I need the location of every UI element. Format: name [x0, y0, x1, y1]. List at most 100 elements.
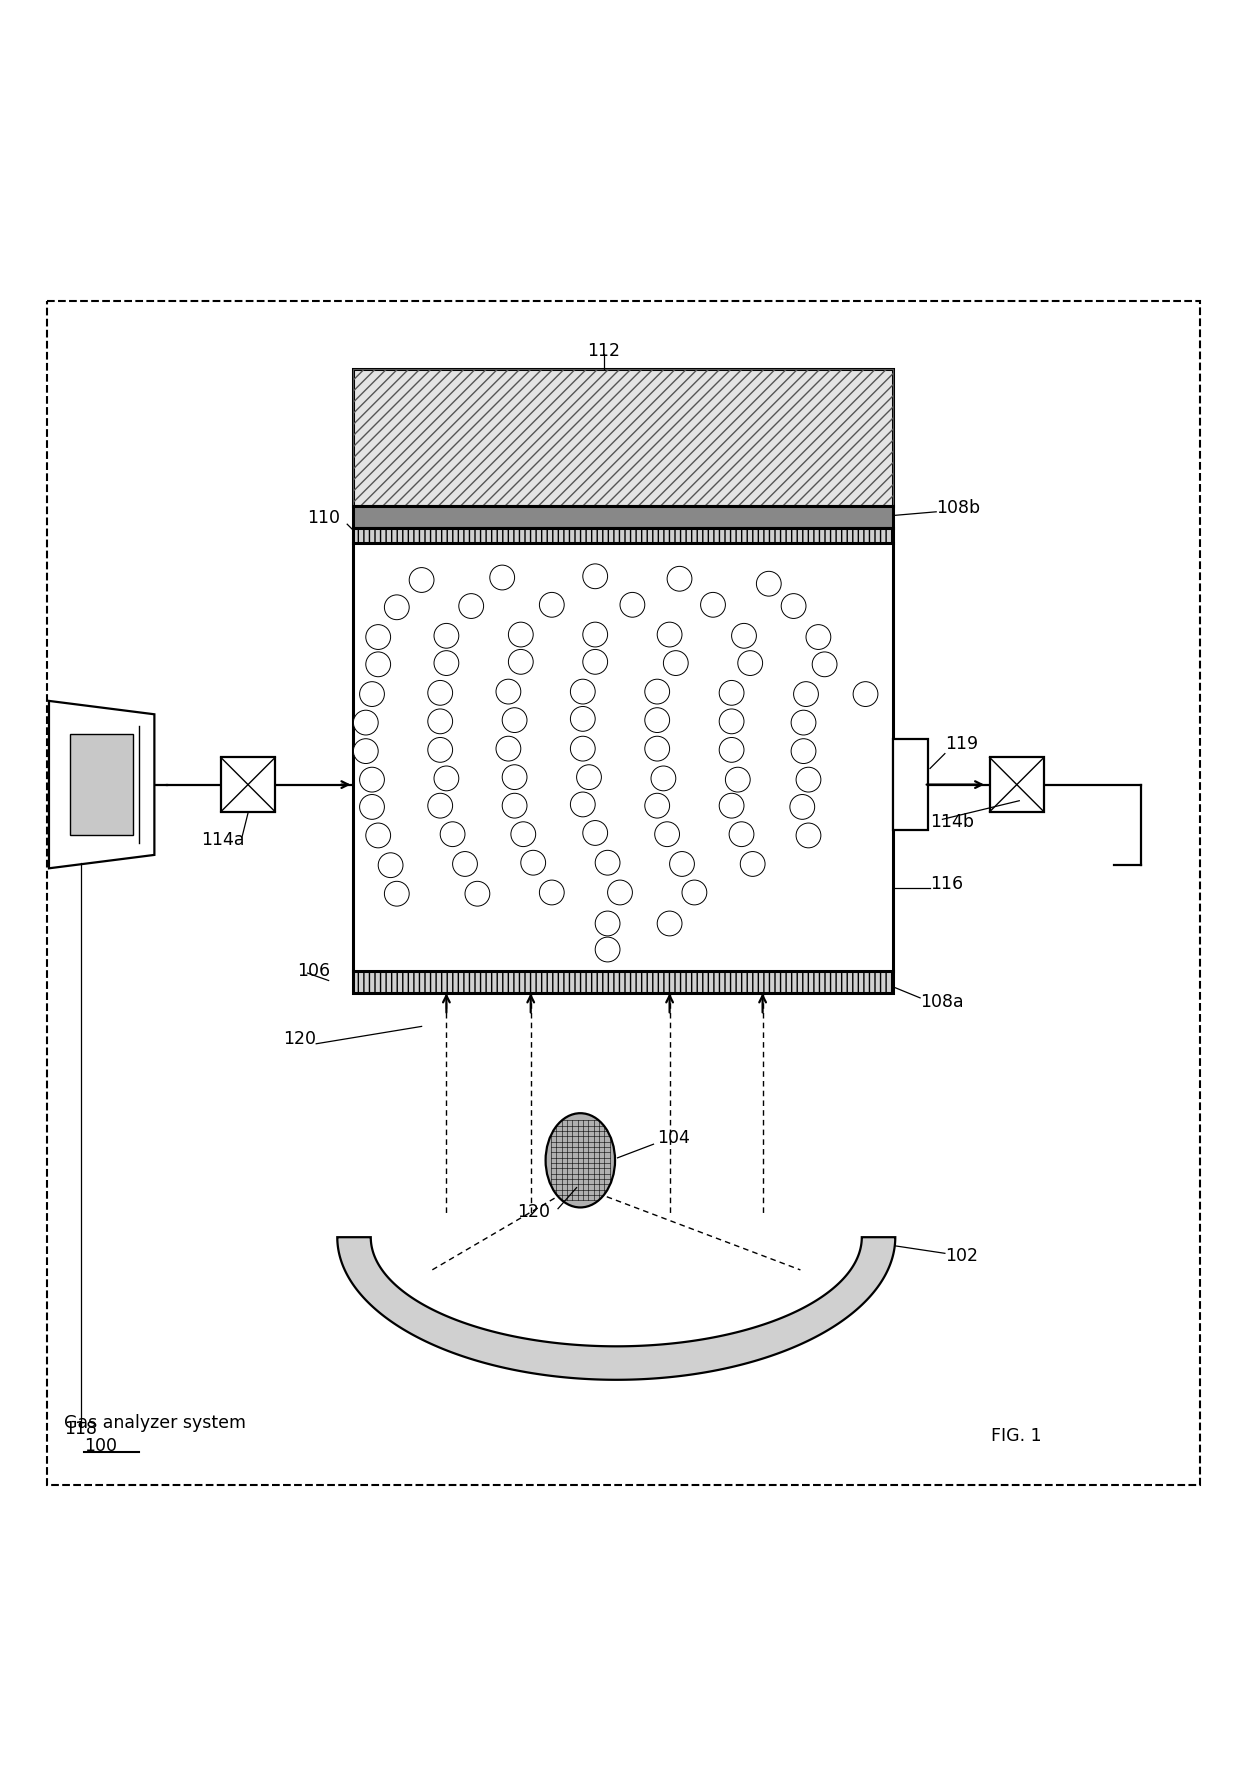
- Circle shape: [651, 765, 676, 790]
- Circle shape: [570, 680, 595, 705]
- Circle shape: [796, 822, 821, 847]
- Circle shape: [595, 936, 620, 961]
- Circle shape: [366, 822, 391, 847]
- Circle shape: [663, 651, 688, 675]
- Circle shape: [756, 571, 781, 596]
- Circle shape: [812, 651, 837, 676]
- Circle shape: [583, 564, 608, 589]
- Circle shape: [502, 794, 527, 819]
- Circle shape: [608, 879, 632, 904]
- Circle shape: [583, 821, 608, 846]
- Circle shape: [657, 623, 682, 646]
- Circle shape: [360, 767, 384, 792]
- Polygon shape: [50, 701, 154, 869]
- Circle shape: [434, 651, 459, 675]
- Circle shape: [595, 911, 620, 936]
- Circle shape: [384, 881, 409, 906]
- Circle shape: [378, 853, 403, 878]
- Text: 108a: 108a: [920, 993, 963, 1011]
- Circle shape: [508, 650, 533, 675]
- Circle shape: [853, 682, 878, 707]
- Circle shape: [583, 650, 608, 675]
- Circle shape: [353, 739, 378, 764]
- Circle shape: [740, 851, 765, 876]
- Circle shape: [667, 566, 692, 591]
- Text: 114b: 114b: [930, 813, 973, 831]
- Circle shape: [434, 765, 459, 790]
- Circle shape: [806, 625, 831, 650]
- Circle shape: [502, 708, 527, 733]
- Text: 112: 112: [588, 342, 620, 360]
- Circle shape: [595, 851, 620, 876]
- Text: 120: 120: [283, 1031, 316, 1048]
- Text: 102: 102: [945, 1246, 978, 1266]
- Circle shape: [570, 737, 595, 762]
- Circle shape: [682, 879, 707, 904]
- Circle shape: [511, 822, 536, 847]
- Circle shape: [539, 593, 564, 618]
- Text: 104: 104: [657, 1129, 691, 1146]
- Circle shape: [794, 682, 818, 707]
- Circle shape: [496, 680, 521, 705]
- Circle shape: [645, 737, 670, 762]
- Circle shape: [655, 822, 680, 847]
- Circle shape: [409, 568, 434, 593]
- Circle shape: [645, 794, 670, 819]
- Bar: [353, 529, 893, 543]
- Circle shape: [539, 879, 564, 904]
- Circle shape: [645, 708, 670, 733]
- Text: 108b: 108b: [936, 498, 981, 516]
- Bar: [353, 506, 893, 529]
- Circle shape: [508, 623, 533, 646]
- Circle shape: [459, 595, 484, 618]
- Circle shape: [583, 623, 608, 646]
- Circle shape: [577, 765, 601, 790]
- Circle shape: [719, 680, 744, 705]
- Text: 119: 119: [945, 735, 978, 753]
- Circle shape: [490, 564, 515, 589]
- Circle shape: [738, 651, 763, 675]
- Circle shape: [366, 625, 391, 650]
- Circle shape: [366, 651, 391, 676]
- Circle shape: [502, 765, 527, 790]
- Bar: [893, 739, 928, 831]
- Circle shape: [496, 737, 521, 762]
- Text: 100: 100: [84, 1436, 118, 1454]
- Circle shape: [428, 794, 453, 819]
- Circle shape: [360, 682, 384, 707]
- Bar: [353, 368, 893, 506]
- Circle shape: [796, 767, 821, 792]
- Bar: [353, 543, 893, 970]
- Text: 116: 116: [930, 874, 963, 894]
- Bar: [69, 735, 134, 835]
- Text: Gas analyzer system: Gas analyzer system: [64, 1413, 247, 1433]
- Circle shape: [719, 794, 744, 819]
- Circle shape: [732, 623, 756, 648]
- Text: 114a: 114a: [201, 831, 244, 849]
- Bar: [353, 970, 893, 993]
- Bar: [353, 970, 893, 993]
- Circle shape: [791, 739, 816, 764]
- Circle shape: [725, 767, 750, 792]
- Text: 106: 106: [298, 961, 331, 979]
- Circle shape: [781, 595, 806, 618]
- Circle shape: [620, 593, 645, 618]
- Text: 118: 118: [64, 1420, 98, 1438]
- Text: FIG. 1: FIG. 1: [992, 1426, 1042, 1445]
- Circle shape: [360, 794, 384, 819]
- Text: 120: 120: [517, 1203, 549, 1221]
- Circle shape: [719, 708, 744, 733]
- Bar: [221, 756, 275, 812]
- Circle shape: [453, 851, 477, 876]
- Bar: [353, 529, 893, 543]
- Ellipse shape: [546, 1112, 615, 1207]
- Circle shape: [701, 593, 725, 618]
- Circle shape: [570, 707, 595, 732]
- Circle shape: [729, 822, 754, 847]
- Bar: [353, 368, 893, 506]
- Circle shape: [353, 710, 378, 735]
- Circle shape: [521, 851, 546, 876]
- Circle shape: [440, 822, 465, 847]
- Circle shape: [428, 680, 453, 705]
- Circle shape: [645, 680, 670, 705]
